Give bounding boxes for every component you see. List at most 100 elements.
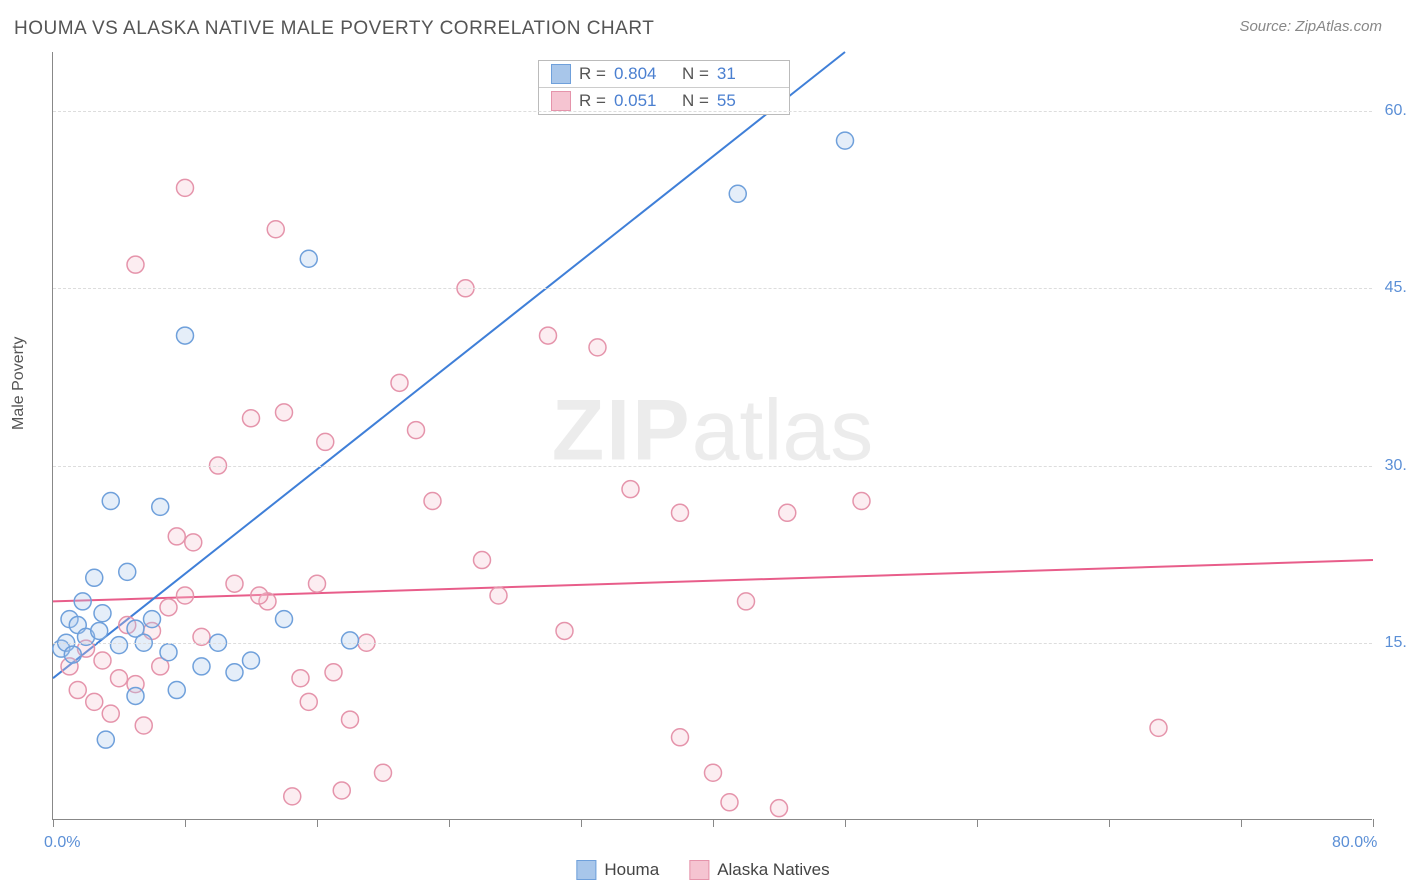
point-alaska	[267, 221, 284, 238]
x-tick	[449, 819, 450, 827]
r-value-houma: 0.804	[614, 64, 674, 84]
point-houma	[111, 637, 128, 654]
point-alaska	[177, 587, 194, 604]
swatch-houma-icon	[576, 860, 596, 880]
point-houma	[97, 731, 114, 748]
point-alaska	[292, 670, 309, 687]
stats-legend: R = 0.804 N = 31 R = 0.051 N = 55	[538, 60, 790, 115]
point-houma	[119, 563, 136, 580]
point-houma	[74, 593, 91, 610]
point-alaska	[185, 534, 202, 551]
point-houma	[168, 682, 185, 699]
point-alaska	[284, 788, 301, 805]
stats-row-houma: R = 0.804 N = 31	[539, 61, 789, 87]
point-alaska	[300, 693, 317, 710]
point-alaska	[325, 664, 342, 681]
point-houma	[94, 605, 111, 622]
x-tick	[1109, 819, 1110, 827]
x-tick	[977, 819, 978, 827]
point-alaska	[86, 693, 103, 710]
point-houma	[243, 652, 260, 669]
x-tick	[845, 819, 846, 827]
r-label: R =	[579, 64, 606, 84]
swatch-houma	[551, 64, 571, 84]
point-alaska	[738, 593, 755, 610]
point-alaska	[226, 575, 243, 592]
x-tick	[317, 819, 318, 827]
point-alaska	[622, 481, 639, 498]
n-value-alaska: 55	[717, 91, 777, 111]
x-tick-label: 80.0%	[1332, 834, 1377, 852]
point-houma	[300, 250, 317, 267]
x-tick	[581, 819, 582, 827]
point-alaska	[540, 327, 557, 344]
source-attribution: Source: ZipAtlas.com	[1239, 18, 1382, 35]
point-houma	[144, 611, 161, 628]
point-alaska	[309, 575, 326, 592]
y-tick-label: 30.0%	[1385, 457, 1406, 475]
swatch-alaska-icon	[689, 860, 709, 880]
stats-row-alaska: R = 0.051 N = 55	[539, 87, 789, 114]
point-alaska	[177, 179, 194, 196]
point-alaska	[391, 374, 408, 391]
point-houma	[193, 658, 210, 675]
chart-title: HOUMA VS ALASKA NATIVE MALE POVERTY CORR…	[14, 18, 654, 40]
point-houma	[342, 632, 359, 649]
point-houma	[127, 687, 144, 704]
plot-area: ZIPatlas R = 0.804 N = 31 R = 0.051 N = …	[52, 52, 1372, 820]
x-tick	[713, 819, 714, 827]
point-alaska	[771, 800, 788, 817]
y-tick-label: 45.0%	[1385, 279, 1406, 297]
point-houma	[160, 644, 177, 661]
r-label: R =	[579, 91, 606, 111]
x-tick-label: 0.0%	[44, 834, 80, 852]
n-value-houma: 31	[717, 64, 777, 84]
y-axis-label: Male Poverty	[10, 337, 28, 430]
trend-line	[53, 52, 845, 678]
point-houma	[276, 611, 293, 628]
point-alaska	[111, 670, 128, 687]
gridline	[53, 643, 1372, 644]
gridline	[53, 288, 1372, 289]
point-alaska	[102, 705, 119, 722]
point-alaska	[127, 256, 144, 273]
n-label: N =	[682, 64, 709, 84]
y-tick-label: 15.0%	[1385, 634, 1406, 652]
point-alaska	[721, 794, 738, 811]
point-alaska	[672, 729, 689, 746]
point-alaska	[705, 764, 722, 781]
gridline	[53, 466, 1372, 467]
point-houma	[177, 327, 194, 344]
x-tick	[1241, 819, 1242, 827]
x-tick	[185, 819, 186, 827]
swatch-alaska	[551, 91, 571, 111]
point-alaska	[474, 552, 491, 569]
legend-label-houma: Houma	[604, 860, 659, 880]
gridline	[53, 111, 1372, 112]
point-houma	[91, 622, 108, 639]
legend-label-alaska: Alaska Natives	[717, 860, 829, 880]
y-tick-label: 60.0%	[1385, 102, 1406, 120]
point-alaska	[168, 528, 185, 545]
point-houma	[102, 492, 119, 509]
point-alaska	[342, 711, 359, 728]
scatter-svg	[53, 52, 1372, 819]
point-houma	[837, 132, 854, 149]
series-legend: Houma Alaska Natives	[576, 860, 829, 880]
n-label: N =	[682, 91, 709, 111]
legend-item-alaska: Alaska Natives	[689, 860, 829, 880]
point-alaska	[408, 422, 425, 439]
point-alaska	[424, 492, 441, 509]
point-alaska	[94, 652, 111, 669]
point-alaska	[333, 782, 350, 799]
point-houma	[152, 498, 169, 515]
point-alaska	[276, 404, 293, 421]
point-houma	[86, 569, 103, 586]
point-alaska	[490, 587, 507, 604]
x-tick	[1373, 819, 1374, 827]
point-houma	[729, 185, 746, 202]
point-alaska	[251, 587, 268, 604]
r-value-alaska: 0.051	[614, 91, 674, 111]
point-alaska	[853, 492, 870, 509]
point-alaska	[317, 433, 334, 450]
